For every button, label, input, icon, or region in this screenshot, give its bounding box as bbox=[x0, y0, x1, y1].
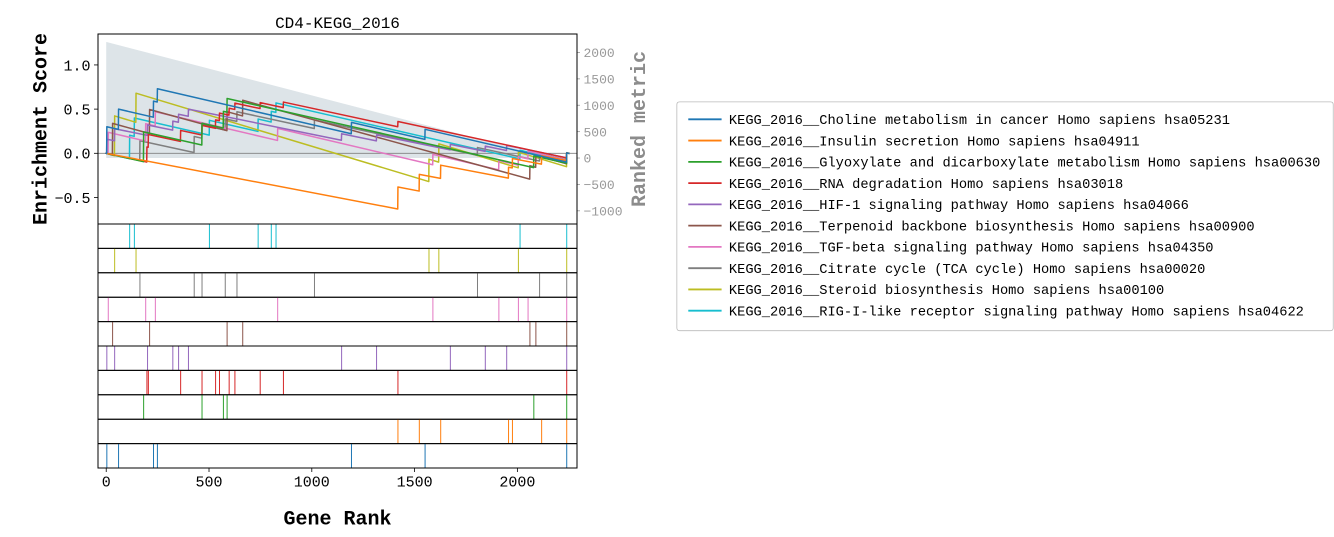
svg-text:2000: 2000 bbox=[499, 474, 535, 491]
svg-text:Gene Rank: Gene Rank bbox=[283, 508, 391, 531]
svg-text:KEGG_2016__RNA degradation Hom: KEGG_2016__RNA degradation Homo sapiens … bbox=[729, 178, 1123, 193]
svg-text:KEGG_2016__Steroid biosynthesi: KEGG_2016__Steroid biosynthesis Homo sap… bbox=[729, 284, 1164, 299]
svg-text:1000: 1000 bbox=[584, 99, 615, 114]
svg-text:Enrichment Score: Enrichment Score bbox=[30, 33, 53, 225]
svg-text:−1000: −1000 bbox=[584, 205, 623, 220]
svg-text:−0.5: −0.5 bbox=[54, 191, 90, 208]
svg-text:1500: 1500 bbox=[584, 73, 615, 88]
svg-text:2000: 2000 bbox=[584, 46, 615, 61]
svg-text:KEGG_2016__Terpenoid backbone: KEGG_2016__Terpenoid backbone biosynthes… bbox=[729, 220, 1255, 235]
svg-text:1500: 1500 bbox=[397, 474, 433, 491]
svg-text:KEGG_2016__TGF-beta signaling: KEGG_2016__TGF-beta signaling pathway Ho… bbox=[729, 242, 1214, 257]
svg-text:KEGG_2016__Citrate cycle (TCA: KEGG_2016__Citrate cycle (TCA cycle) Hom… bbox=[729, 263, 1205, 278]
svg-text:1.0: 1.0 bbox=[63, 58, 90, 75]
svg-text:0.5: 0.5 bbox=[63, 103, 90, 120]
svg-text:KEGG_2016__Choline metabolism: KEGG_2016__Choline metabolism in cancer … bbox=[729, 114, 1230, 129]
svg-text:0: 0 bbox=[102, 474, 111, 491]
svg-text:−500: −500 bbox=[584, 178, 615, 193]
svg-text:0: 0 bbox=[584, 152, 592, 167]
svg-text:KEGG_2016__Glyoxylate and dica: KEGG_2016__Glyoxylate and dicarboxylate … bbox=[729, 157, 1320, 172]
svg-text:1000: 1000 bbox=[294, 474, 330, 491]
svg-text:Ranked metric: Ranked metric bbox=[629, 51, 652, 207]
svg-text:CD4-KEGG_2016: CD4-KEGG_2016 bbox=[275, 15, 400, 33]
svg-text:KEGG_2016__Insulin secretion H: KEGG_2016__Insulin secretion Homo sapien… bbox=[729, 135, 1140, 150]
svg-text:KEGG_2016__RIG-I-like receptor: KEGG_2016__RIG-I-like receptor signaling… bbox=[729, 305, 1304, 320]
svg-text:0.0: 0.0 bbox=[63, 147, 90, 164]
svg-text:KEGG_2016__HIF-1 signaling pat: KEGG_2016__HIF-1 signaling pathway Homo … bbox=[729, 199, 1189, 214]
svg-text:500: 500 bbox=[196, 474, 223, 491]
svg-text:500: 500 bbox=[584, 125, 607, 140]
